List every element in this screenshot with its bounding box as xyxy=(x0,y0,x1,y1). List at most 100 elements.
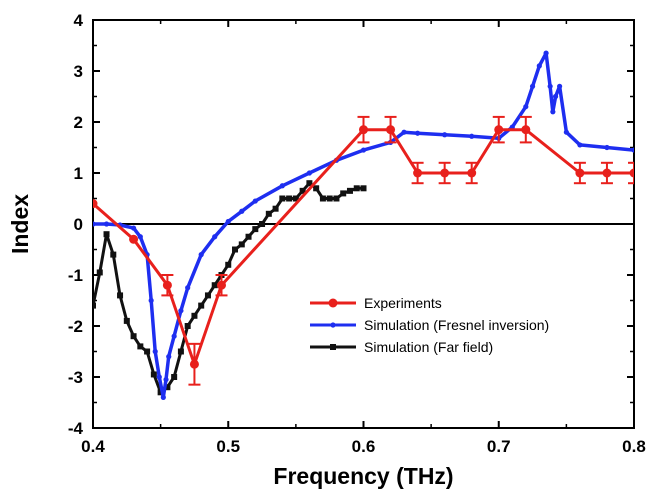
data-point xyxy=(279,195,286,202)
data-point xyxy=(359,125,368,135)
y-tick-label: 3 xyxy=(74,62,83,81)
data-point xyxy=(577,142,583,148)
y-tick-label: 1 xyxy=(74,164,83,183)
data-point xyxy=(198,252,204,258)
series-3 xyxy=(93,180,367,396)
data-point xyxy=(137,343,144,350)
data-point xyxy=(292,195,299,202)
y-tick-label: -1 xyxy=(68,266,83,285)
data-point xyxy=(360,147,367,153)
data-point xyxy=(130,333,137,340)
data-point xyxy=(184,323,191,329)
y-tick-label: -3 xyxy=(68,368,83,387)
data-point xyxy=(162,280,172,290)
data-point xyxy=(198,302,205,309)
legend: Experiments Simulation (Fresnel inversion… xyxy=(310,295,549,355)
data-point xyxy=(604,144,610,151)
data-point xyxy=(272,205,279,212)
data-point xyxy=(286,195,293,202)
data-point xyxy=(171,374,178,380)
series-layer xyxy=(93,50,634,400)
data-point xyxy=(144,348,151,355)
legend-swatch-marker xyxy=(330,344,336,350)
data-point xyxy=(313,185,320,192)
series-1 xyxy=(93,115,634,386)
data-point xyxy=(415,130,421,136)
data-point xyxy=(93,302,96,309)
data-point xyxy=(166,354,172,360)
y-tick-label: 4 xyxy=(74,11,84,30)
data-point xyxy=(306,170,312,176)
data-point xyxy=(137,234,143,240)
data-point xyxy=(467,168,477,178)
axis-ticks: 0.4 0.5 0.6 0.7 0.8 -4 -3 -2 -1 0 1 2 3 4 xyxy=(68,11,646,456)
data-point xyxy=(177,348,184,355)
data-point xyxy=(93,221,96,227)
data-point xyxy=(265,210,272,217)
data-point xyxy=(245,233,252,240)
data-point xyxy=(96,269,103,276)
data-point xyxy=(152,348,158,355)
data-point xyxy=(413,168,423,178)
data-point xyxy=(148,297,154,304)
data-point xyxy=(340,190,347,197)
data-point xyxy=(252,198,258,204)
legend-label: Experiments xyxy=(364,295,442,311)
data-point xyxy=(259,221,266,227)
data-point xyxy=(164,384,171,391)
legend-label: Simulation (Far field) xyxy=(364,339,493,355)
data-point xyxy=(160,394,166,400)
data-point xyxy=(129,234,139,244)
y-tick-label: -2 xyxy=(68,317,83,336)
data-point xyxy=(326,195,333,202)
x-axis-title: Frequency (THz) xyxy=(273,463,453,489)
data-point xyxy=(299,187,306,194)
data-point xyxy=(547,83,553,89)
data-point xyxy=(536,63,542,69)
data-point xyxy=(529,83,536,89)
y-axis-title: Index xyxy=(7,194,33,254)
data-point xyxy=(629,168,634,178)
data-point xyxy=(93,199,98,209)
data-point xyxy=(631,147,634,153)
data-point xyxy=(123,317,130,324)
data-point xyxy=(575,168,585,178)
data-point xyxy=(185,285,191,291)
x-tick-label: 0.5 xyxy=(216,437,240,456)
data-point xyxy=(103,231,110,238)
data-point xyxy=(563,129,569,135)
data-point xyxy=(557,83,563,89)
data-point xyxy=(386,125,396,135)
data-point xyxy=(469,133,475,139)
data-point xyxy=(279,183,285,189)
x-tick-label: 0.8 xyxy=(622,437,646,456)
legend-swatch-marker xyxy=(330,322,336,328)
data-point xyxy=(353,185,360,192)
data-point xyxy=(130,225,137,231)
data-point xyxy=(333,195,340,202)
data-point xyxy=(239,208,245,214)
data-point xyxy=(494,125,504,135)
data-point xyxy=(117,292,124,299)
data-point xyxy=(156,374,162,380)
legend-swatch-marker xyxy=(328,298,338,308)
data-point xyxy=(225,218,231,225)
data-point xyxy=(550,109,556,115)
data-point xyxy=(232,246,239,253)
data-point xyxy=(238,241,245,248)
series-line xyxy=(93,181,364,394)
data-point xyxy=(110,251,117,258)
data-point xyxy=(191,312,198,319)
data-point xyxy=(225,261,232,268)
data-point xyxy=(189,359,199,369)
data-point xyxy=(602,168,612,178)
data-point xyxy=(103,221,110,227)
data-point xyxy=(521,125,531,135)
data-point xyxy=(211,282,218,289)
x-tick-label: 0.7 xyxy=(487,437,511,456)
y-tick-label: -4 xyxy=(68,419,84,438)
data-point xyxy=(252,226,259,233)
y-tick-label: 2 xyxy=(74,113,83,132)
data-point xyxy=(442,132,448,138)
